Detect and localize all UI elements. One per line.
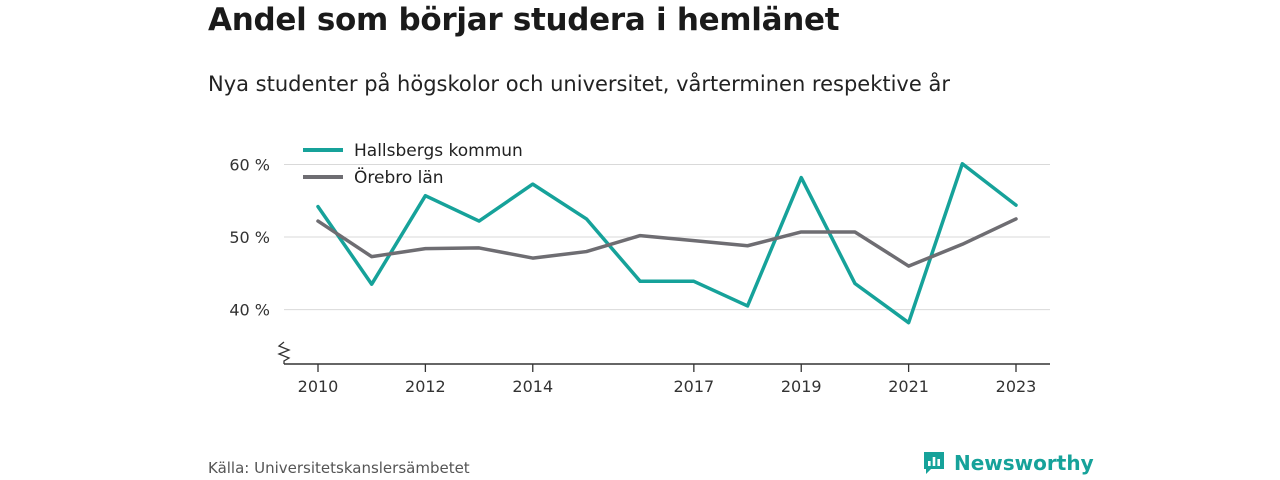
series-lines	[316, 162, 1018, 325]
legend: Hallsbergs kommun Örebro län	[303, 141, 523, 188]
brand-name: Newsworthy	[954, 451, 1094, 475]
chart-title: Andel som börjar studera i hemlänet	[208, 2, 840, 38]
x-tick-label: 2019	[781, 377, 822, 396]
y-tick-label: 60 %	[229, 156, 270, 175]
source-note: Källa: Universitetskanslersämbetet	[208, 459, 470, 477]
chart-subtitle: Nya studenter på högskolor och universit…	[208, 72, 950, 96]
series-line-1	[316, 217, 1018, 268]
x-tick-label: 2012	[405, 377, 446, 396]
x-tick-label: 2021	[888, 377, 929, 396]
bar-chart-logo-icon	[924, 452, 944, 474]
x-tick-label: 2010	[298, 377, 339, 396]
x-axis-ticks: 2010 2012 2014 2017 2019 2021 2023	[298, 364, 1037, 396]
x-tick-label: 2023	[996, 377, 1037, 396]
y-tick-label: 40 %	[229, 301, 270, 320]
x-tick-label: 2014	[512, 377, 553, 396]
line-chart: 40 % 50 % 60 % 2010 2012 2014 2017 2019 2021 202…	[229, 141, 1050, 396]
x-axis	[277, 341, 1050, 365]
y-tick-label: 50 %	[229, 228, 270, 247]
legend-label: Hallsbergs kommun	[354, 141, 523, 161]
newsworthy-logo: Newsworthy	[922, 450, 1094, 476]
y-axis-ticks: 40 % 50 % 60 %	[229, 156, 270, 320]
series-line-0	[316, 162, 1018, 325]
legend-label: Örebro län	[354, 166, 444, 188]
axis-break-icon	[277, 341, 291, 364]
x-tick-label: 2017	[673, 377, 714, 396]
